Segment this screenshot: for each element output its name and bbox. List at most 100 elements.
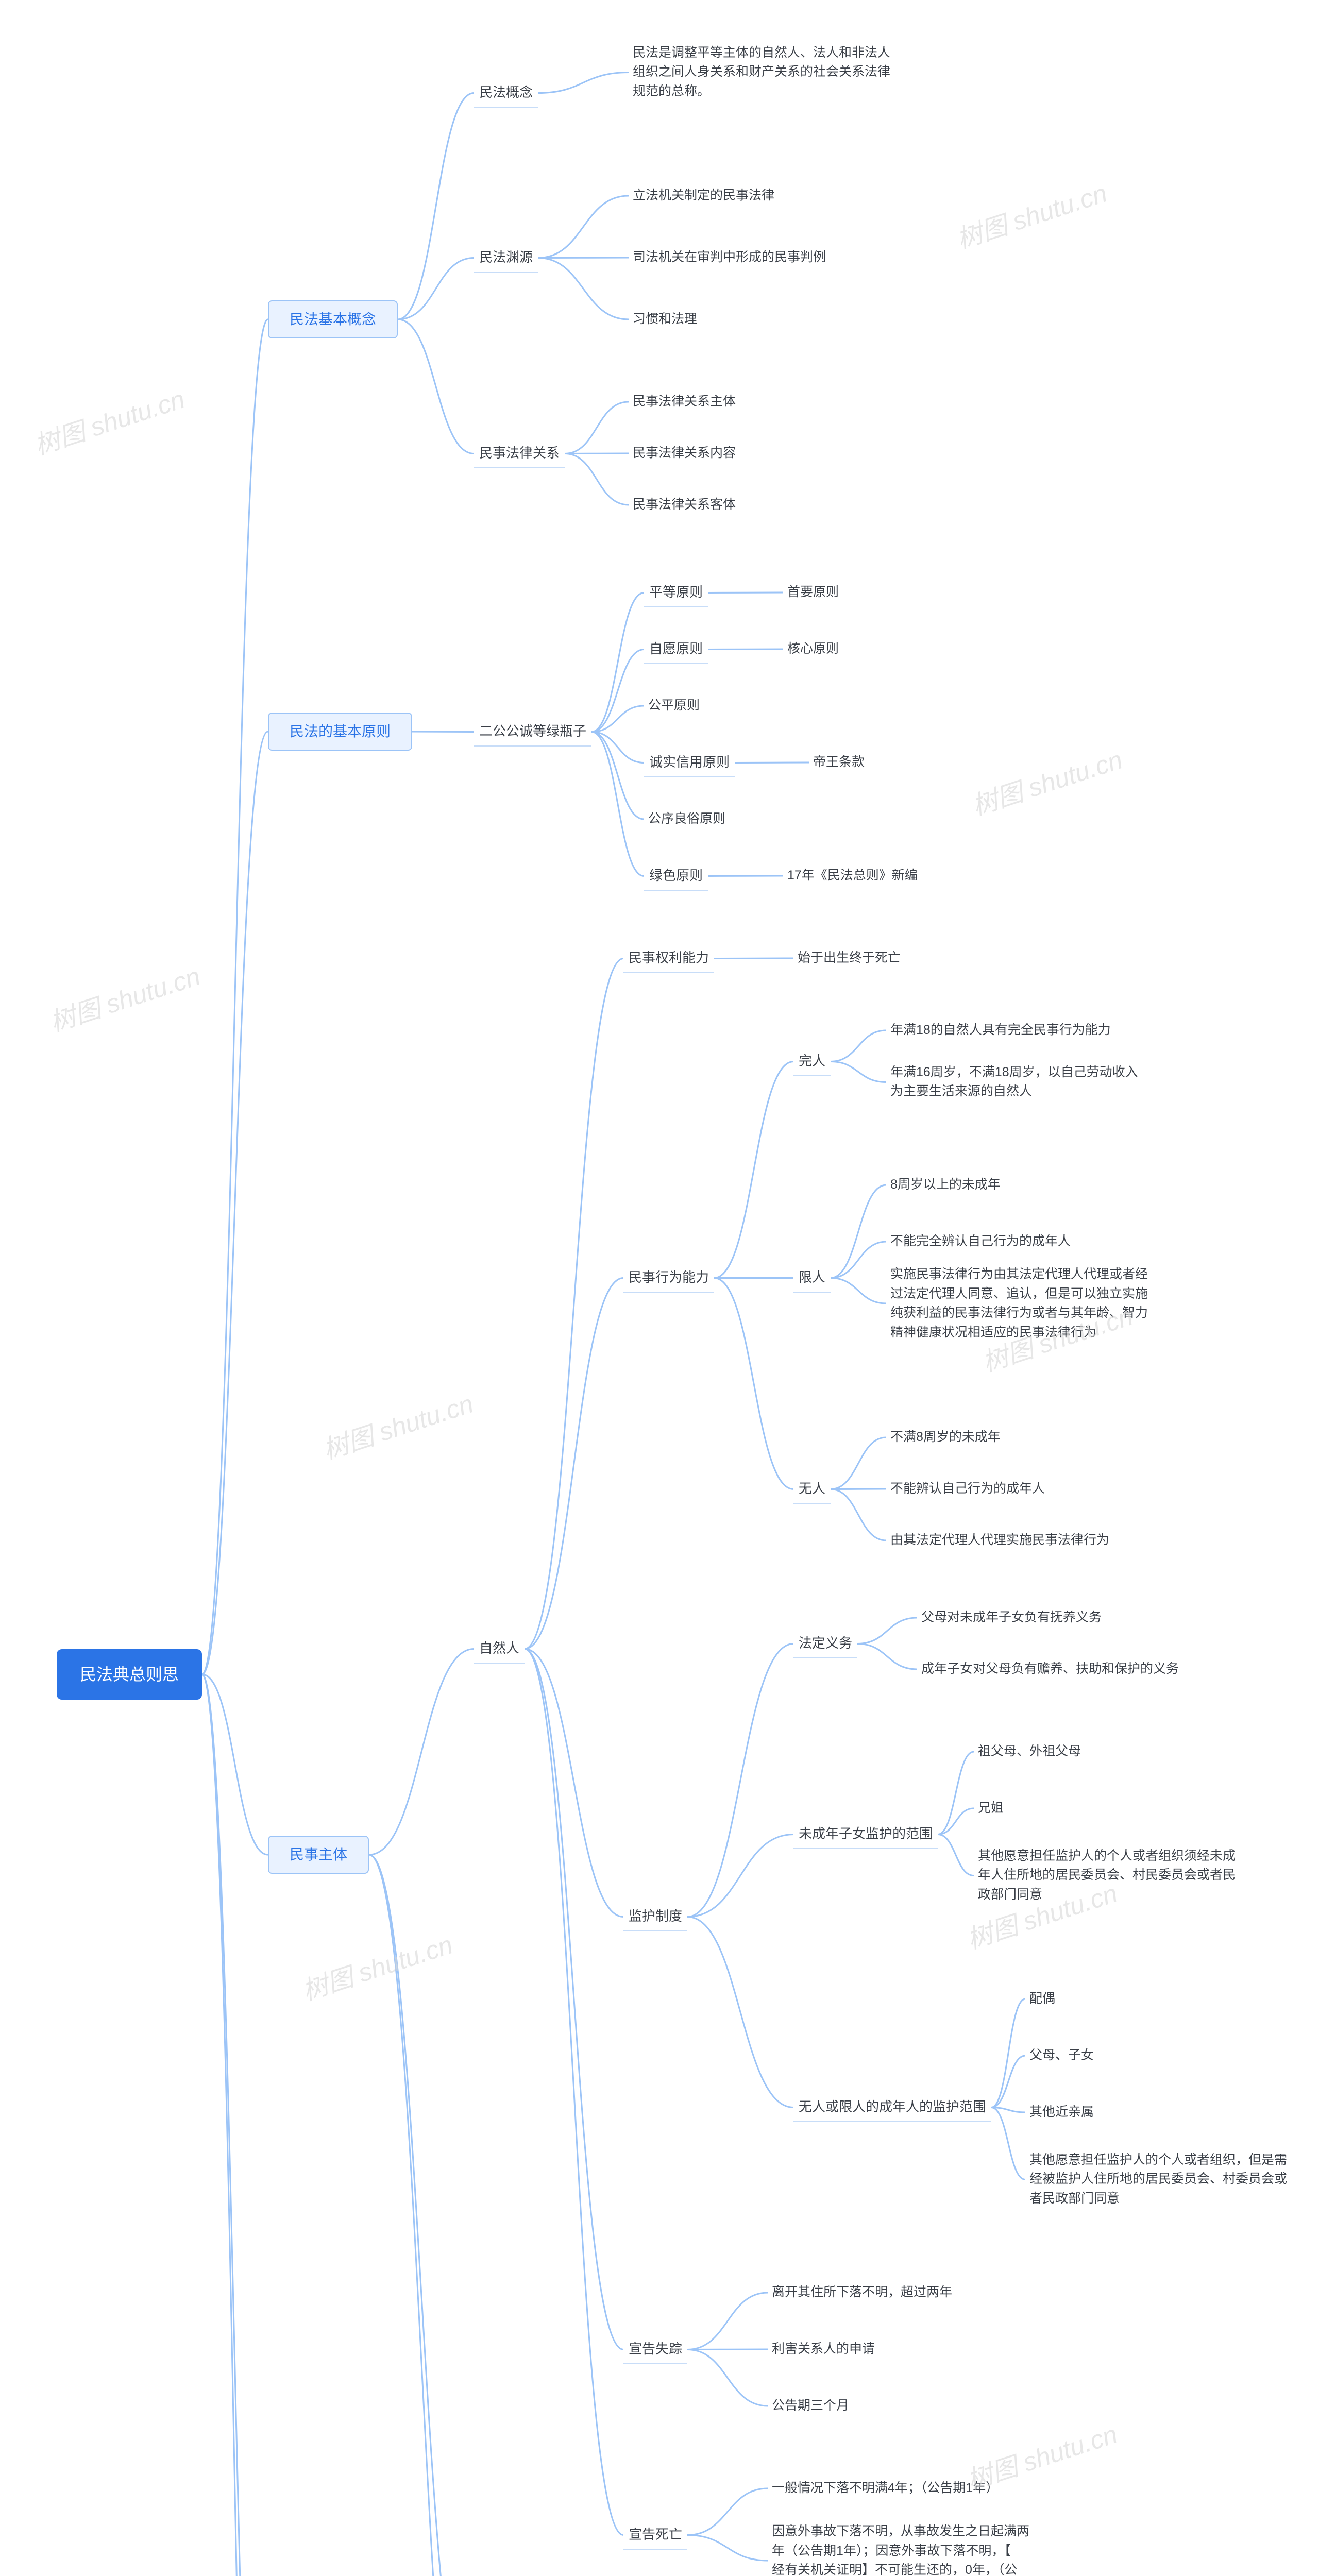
node-label: 成年子女对父母负有赡养、扶助和保护的义务 <box>921 1659 1179 1679</box>
node-label: 不满8周岁的未成年 <box>890 1428 1001 1447</box>
node-label: 监护制度 <box>629 1906 682 1926</box>
node-label: 民法渊源 <box>479 247 533 267</box>
mindmap-node-b2s1f1: 17年《民法总则》新编 <box>783 863 922 889</box>
node-label: 由其法定代理人代理实施民事法律行为 <box>890 1531 1109 1550</box>
mindmap-node-b3s1c1b: 成年子女对父母负有赡养、扶助和保护的义务 <box>917 1656 1183 1682</box>
node-label: 父母、子女 <box>1029 2046 1094 2065</box>
node-label: 立法机关制定的民事法律 <box>633 186 774 206</box>
watermark: 树图 shutu.cn <box>317 1383 477 1467</box>
node-label: 无人 <box>799 1479 825 1499</box>
mindmap-node-b3s1b3b: 不能辨认自己行为的成年人 <box>886 1476 1049 1502</box>
mindmap-node-b1s1l1: 民法是调整平等主体的自然人、法人和非法人 组织之间人身关系和财产关系的社会关系法… <box>629 40 894 105</box>
node-label: 因意外事故下落不明，从事故发生之日起满两 年（公告期1年）；因意外事故下落不明，… <box>772 2522 1029 2576</box>
mindmap-node-b3s1b2c: 实施民事法律行为由其法定代理人代理或者经 过法定代理人同意、追认，但是可以独立实… <box>886 1262 1152 1345</box>
mindmap-node-b3s1e1: 一般情况下落不明满4年；（公告期1年） <box>768 2476 1003 2501</box>
watermark: 树图 shutu.cn <box>967 739 1126 823</box>
mindmap-node-b1: 民法基本概念 <box>268 300 398 338</box>
node-label: 父母对未成年子女负有抚养义务 <box>921 1608 1102 1628</box>
mindmap-node-b3s1b1: 完人 <box>793 1047 831 1076</box>
watermark: 树图 shutu.cn <box>297 1924 456 2008</box>
mindmap-node-b2s1c: 公平原则 <box>644 693 704 719</box>
node-label: 其他近亲属 <box>1029 2103 1094 2122</box>
mindmap-node-b3s1a1: 始于出生终于死亡 <box>793 945 905 971</box>
mindmap-node-b3s1c3b: 父母、子女 <box>1025 2043 1098 2069</box>
mindmap-node-b2s1e: 公序良俗原则 <box>644 806 730 832</box>
node-label: 年满18的自然人具有完全民事行为能力 <box>890 1021 1111 1040</box>
node-label: 平等原则 <box>649 582 703 602</box>
node-label: 民事法律关系客体 <box>633 495 736 515</box>
node-label: 民法是调整平等主体的自然人、法人和非法人 组织之间人身关系和财产关系的社会关系法… <box>633 43 890 101</box>
node-label: 民事权利能力 <box>629 948 709 968</box>
mindmap-node-b2s1f: 绿色原则 <box>644 861 708 891</box>
node-label: 帝王条款 <box>813 753 865 772</box>
mindmap-node-b1s2: 民法渊源 <box>474 243 538 273</box>
mindmap-node-b3s1b2: 限人 <box>793 1263 831 1293</box>
node-label: 法定义务 <box>799 1633 852 1653</box>
node-label: 年满16周岁，不满18周岁，以自己劳动收入 为主要生活来源的自然人 <box>890 1063 1138 1101</box>
node-label: 公告期三个月 <box>772 2396 849 2416</box>
mindmap-node-b3s1b3: 无人 <box>793 1475 831 1504</box>
mindmap-node-b2s1: 二公公诚等绿瓶子 <box>474 717 591 747</box>
node-label: 民事主体 <box>290 1844 347 1866</box>
node-label: 实施民事法律行为由其法定代理人代理或者经 过法定代理人同意、追认，但是可以独立实… <box>890 1265 1148 1342</box>
mindmap-node-b2s1d: 诚实信用原则 <box>644 748 735 777</box>
mindmap-node-b3s1b1b: 年满16周岁，不满18周岁，以自己劳动收入 为主要生活来源的自然人 <box>886 1060 1142 1105</box>
mindmap-node-b3s1d3: 公告期三个月 <box>768 2393 853 2419</box>
watermark: 树图 shutu.cn <box>951 173 1111 256</box>
mindmap-node-b3s1c1a: 父母对未成年子女负有抚养义务 <box>917 1605 1106 1631</box>
mindmap-node-b3s1b3a: 不满8周岁的未成年 <box>886 1425 1005 1450</box>
mindmap-node-b3s1d: 宣告失踪 <box>623 2335 687 2364</box>
node-label: 始于出生终于死亡 <box>798 948 901 968</box>
watermark: 树图 shutu.cn <box>29 379 189 462</box>
node-label: 自然人 <box>479 1638 519 1658</box>
mindmap-node-b3s1d2: 利害关系人的申请 <box>768 2336 879 2362</box>
node-label: 核心原则 <box>787 639 839 659</box>
mindmap-node-b2s1b: 自愿原则 <box>644 635 708 664</box>
mindmap-node-b3s1c2b: 兄姐 <box>974 1795 1008 1821</box>
mindmap-node-b2s1a1: 首要原则 <box>783 580 843 605</box>
node-label: 民事行为能力 <box>629 1267 709 1287</box>
mindmap-node-b3s1c2a: 祖父母、外祖父母 <box>974 1739 1085 1765</box>
mindmap-node-b3s1b2b: 不能完全辨认自己行为的成年人 <box>886 1229 1075 1255</box>
node-label: 民事法律关系 <box>479 443 560 463</box>
node-label: 限人 <box>799 1267 825 1287</box>
mindmap-node-b3s1c: 监护制度 <box>623 1902 687 1931</box>
mindmap-node-b1s3l2: 民事法律关系内容 <box>629 440 740 466</box>
node-label: 一般情况下落不明满4年；（公告期1年） <box>772 2479 999 2498</box>
node-label: 民法的基本原则 <box>290 721 391 742</box>
mindmap-node-b3s1b2a: 8周岁以上的未成年 <box>886 1172 1005 1198</box>
node-label: 无人或限人的成年人的监护范围 <box>799 2097 986 2117</box>
mindmap-node-b2s1b1: 核心原则 <box>783 636 843 662</box>
mindmap-node-b3s1e2: 因意外事故下落不明，从事故发生之日起满两 年（公告期1年）；因意外事故下落不明，… <box>768 2519 1034 2576</box>
node-label: 公序良俗原则 <box>648 809 725 829</box>
mindmap-node-b3s1d1: 离开其住所下落不明，超过两年 <box>768 2280 956 2306</box>
mindmap-node-b3s1b3c: 由其法定代理人代理实施民事法律行为 <box>886 1528 1113 1553</box>
node-label: 民法概念 <box>479 82 533 103</box>
node-label: 绿色原则 <box>649 866 703 886</box>
mindmap-node-b2s1a: 平等原则 <box>644 578 708 607</box>
node-label: 习惯和法理 <box>633 310 697 329</box>
node-label: 民法典总则思 <box>80 1662 179 1687</box>
node-label: 诚实信用原则 <box>649 752 730 772</box>
mindmap-node-b3s1c2: 未成年子女监护的范围 <box>793 1820 938 1849</box>
node-label: 二公公诚等绿瓶子 <box>479 721 586 741</box>
mindmap-node-b3s1e: 宣告死亡 <box>623 2520 687 2550</box>
node-label: 民事法律关系主体 <box>633 392 736 412</box>
node-label: 其他愿意担任监护人的个人或者组织，但是需 经被监护人住所地的居民委员会、村委员会… <box>1029 2150 1287 2209</box>
mindmap-node-b3: 民事主体 <box>268 1836 369 1874</box>
mindmap-node-b1s3: 民事法律关系 <box>474 439 565 468</box>
mindmap-node-b3s1c2c: 其他愿意担任监护人的个人或者组织须经未成 年人住所地的居民委员会、村民委员会或者… <box>974 1843 1240 1908</box>
node-label: 完人 <box>799 1051 825 1071</box>
mindmap-node-root: 民法典总则思 <box>57 1649 202 1700</box>
watermark: 树图 shutu.cn <box>44 956 204 1039</box>
node-label: 不能完全辨认自己行为的成年人 <box>890 1232 1071 1251</box>
node-label: 17年《民法总则》新编 <box>787 866 918 886</box>
node-label: 司法机关在审判中形成的民事判例 <box>633 248 826 267</box>
node-label: 利害关系人的申请 <box>772 2340 875 2359</box>
node-label: 民事法律关系内容 <box>633 444 736 463</box>
mindmap-node-b3s1b1a: 年满18的自然人具有完全民事行为能力 <box>886 1018 1115 1043</box>
node-label: 自愿原则 <box>649 639 703 659</box>
node-label: 兄姐 <box>978 1799 1004 1818</box>
mindmap-node-b1s2l3: 习惯和法理 <box>629 307 701 332</box>
mindmap-node-b3s1c3c: 其他近亲属 <box>1025 2099 1098 2125</box>
